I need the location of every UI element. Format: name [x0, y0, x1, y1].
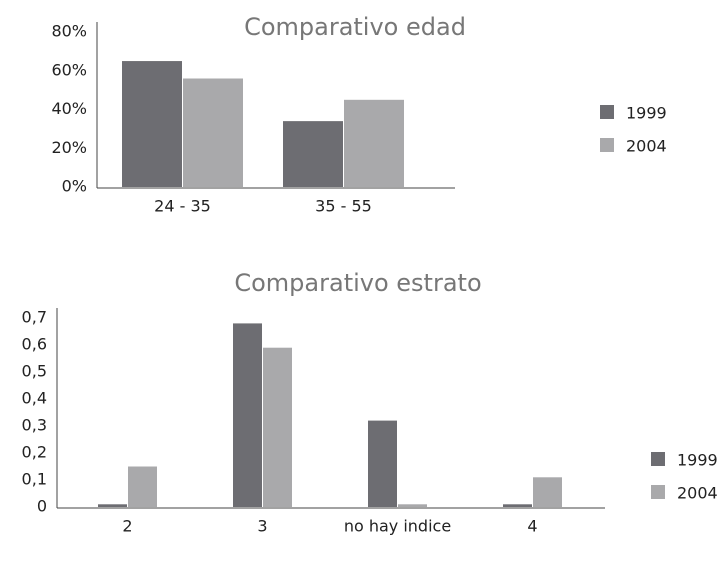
x-tick-label: 3 — [257, 517, 267, 536]
x-tick-label: 4 — [527, 517, 537, 536]
legend-label: 1999 — [626, 104, 667, 123]
y-tick-label: 0,2 — [22, 443, 47, 462]
y-tick-label: 0 — [37, 497, 47, 516]
y-tick-label: 0,6 — [22, 335, 47, 354]
y-tick-label: 0% — [62, 177, 87, 196]
x-tick-label: 2 — [122, 517, 132, 536]
y-tick-label: 60% — [51, 60, 87, 79]
y-tick-label: 0,7 — [22, 308, 47, 327]
y-tick-label: 0,1 — [22, 470, 47, 489]
bar — [283, 121, 343, 187]
y-tick-label: 40% — [51, 99, 87, 118]
y-tick-label: 80% — [51, 22, 87, 41]
bar — [263, 347, 292, 507]
legend-swatch — [651, 485, 665, 499]
chart-title: Comparativo estrato — [234, 269, 481, 297]
bar — [98, 504, 127, 507]
chart-title: Comparativo edad — [244, 13, 466, 41]
y-tick-label: 0,4 — [22, 389, 47, 408]
legend-label: 1999 — [677, 451, 718, 470]
bar — [533, 477, 562, 507]
y-tick-label: 0,3 — [22, 416, 47, 435]
bar — [344, 99, 404, 187]
bar — [503, 504, 532, 507]
bar — [233, 323, 262, 507]
bar — [128, 466, 157, 507]
legend-swatch — [600, 138, 614, 152]
legend-label: 2004 — [626, 137, 667, 156]
bar — [398, 504, 427, 507]
y-tick-label: 20% — [51, 138, 87, 157]
x-tick-label: 24 - 35 — [154, 197, 211, 216]
y-tick-label: 0,5 — [22, 362, 47, 381]
bar — [122, 61, 182, 187]
legend-swatch — [600, 105, 614, 119]
legend-swatch — [651, 452, 665, 466]
x-tick-label: 35 - 55 — [315, 197, 372, 216]
bar — [368, 420, 397, 507]
legend-label: 2004 — [677, 484, 718, 503]
bar — [183, 78, 243, 187]
x-tick-label: no hay indice — [344, 517, 451, 536]
